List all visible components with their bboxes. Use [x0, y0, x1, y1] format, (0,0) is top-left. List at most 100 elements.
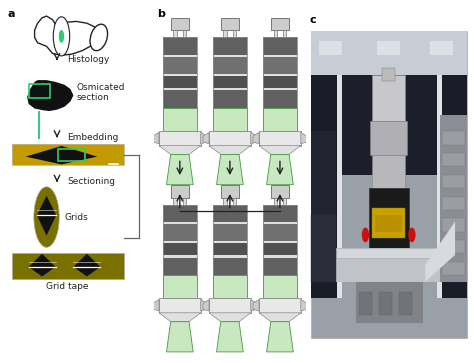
Bar — [182, 197, 186, 205]
Bar — [163, 37, 197, 107]
Polygon shape — [166, 155, 193, 185]
Polygon shape — [259, 313, 301, 322]
Text: Osmicated
section: Osmicated section — [76, 83, 125, 102]
Bar — [372, 155, 405, 188]
Text: Embedding: Embedding — [67, 132, 119, 142]
Bar — [159, 131, 201, 146]
Bar — [311, 215, 336, 282]
Circle shape — [53, 17, 70, 56]
Bar — [263, 256, 297, 258]
Circle shape — [59, 30, 64, 43]
Bar — [273, 197, 277, 205]
Bar — [283, 30, 286, 37]
Polygon shape — [251, 299, 257, 311]
Bar — [319, 41, 342, 54]
Bar — [263, 37, 297, 107]
Bar — [371, 188, 407, 221]
Bar — [163, 222, 197, 224]
Text: Sectioning: Sectioning — [67, 177, 116, 186]
Bar — [259, 131, 301, 146]
Bar — [263, 222, 297, 224]
Bar — [263, 57, 297, 74]
Bar — [233, 197, 237, 205]
Bar — [213, 224, 246, 241]
Polygon shape — [266, 322, 293, 352]
Polygon shape — [251, 132, 257, 144]
Bar — [12, 144, 124, 166]
Bar — [213, 74, 246, 76]
Bar — [399, 292, 412, 315]
Polygon shape — [425, 221, 455, 282]
Text: Grids: Grids — [64, 213, 88, 221]
Bar — [263, 241, 297, 243]
Polygon shape — [259, 146, 301, 155]
Polygon shape — [26, 146, 97, 164]
Bar — [442, 131, 465, 145]
Bar — [442, 262, 465, 275]
Bar — [182, 30, 186, 37]
Bar — [163, 205, 197, 222]
Bar — [263, 37, 297, 54]
Bar — [213, 37, 246, 54]
Bar — [223, 197, 227, 205]
Bar — [442, 196, 465, 210]
Bar — [271, 185, 289, 197]
Polygon shape — [201, 132, 207, 144]
Bar — [442, 218, 465, 232]
Polygon shape — [266, 155, 293, 185]
Bar — [209, 131, 251, 146]
Bar — [371, 121, 407, 155]
Bar — [163, 243, 197, 256]
Bar — [173, 197, 177, 205]
Bar — [171, 185, 189, 197]
Bar — [171, 18, 189, 30]
Bar — [271, 18, 289, 30]
Bar — [283, 197, 286, 205]
Bar — [163, 74, 197, 76]
Polygon shape — [253, 132, 259, 144]
Bar — [263, 107, 297, 131]
Bar — [163, 76, 197, 88]
Bar — [263, 76, 297, 88]
Bar — [223, 30, 227, 37]
Circle shape — [362, 228, 369, 242]
Bar — [163, 256, 197, 258]
Bar — [163, 107, 197, 131]
Bar — [437, 75, 442, 298]
Bar — [375, 215, 402, 232]
Bar — [213, 90, 246, 107]
Bar — [159, 298, 201, 313]
Polygon shape — [166, 322, 193, 352]
Bar — [339, 75, 438, 175]
Bar — [336, 248, 442, 282]
Bar — [213, 205, 246, 275]
Bar — [311, 31, 466, 75]
Polygon shape — [209, 313, 251, 322]
Polygon shape — [201, 299, 207, 311]
Bar — [213, 54, 246, 57]
Polygon shape — [209, 146, 251, 155]
Bar — [12, 253, 124, 280]
Text: a: a — [8, 9, 15, 19]
Polygon shape — [159, 146, 201, 155]
Bar — [369, 188, 409, 248]
Bar — [213, 256, 246, 258]
Bar — [263, 88, 297, 90]
Bar — [430, 41, 453, 54]
Polygon shape — [217, 322, 243, 352]
Bar — [233, 30, 237, 37]
Bar — [163, 54, 197, 57]
Text: Histology: Histology — [67, 55, 110, 64]
Text: Grid tape: Grid tape — [46, 282, 89, 291]
Bar — [263, 205, 297, 275]
Text: c: c — [309, 15, 316, 25]
Bar — [377, 41, 400, 54]
Bar — [442, 153, 465, 167]
Bar — [163, 90, 197, 107]
Bar — [28, 83, 50, 98]
Bar — [213, 243, 246, 256]
Polygon shape — [153, 299, 159, 311]
Bar — [213, 222, 246, 224]
Bar — [336, 248, 442, 258]
Bar — [263, 54, 297, 57]
